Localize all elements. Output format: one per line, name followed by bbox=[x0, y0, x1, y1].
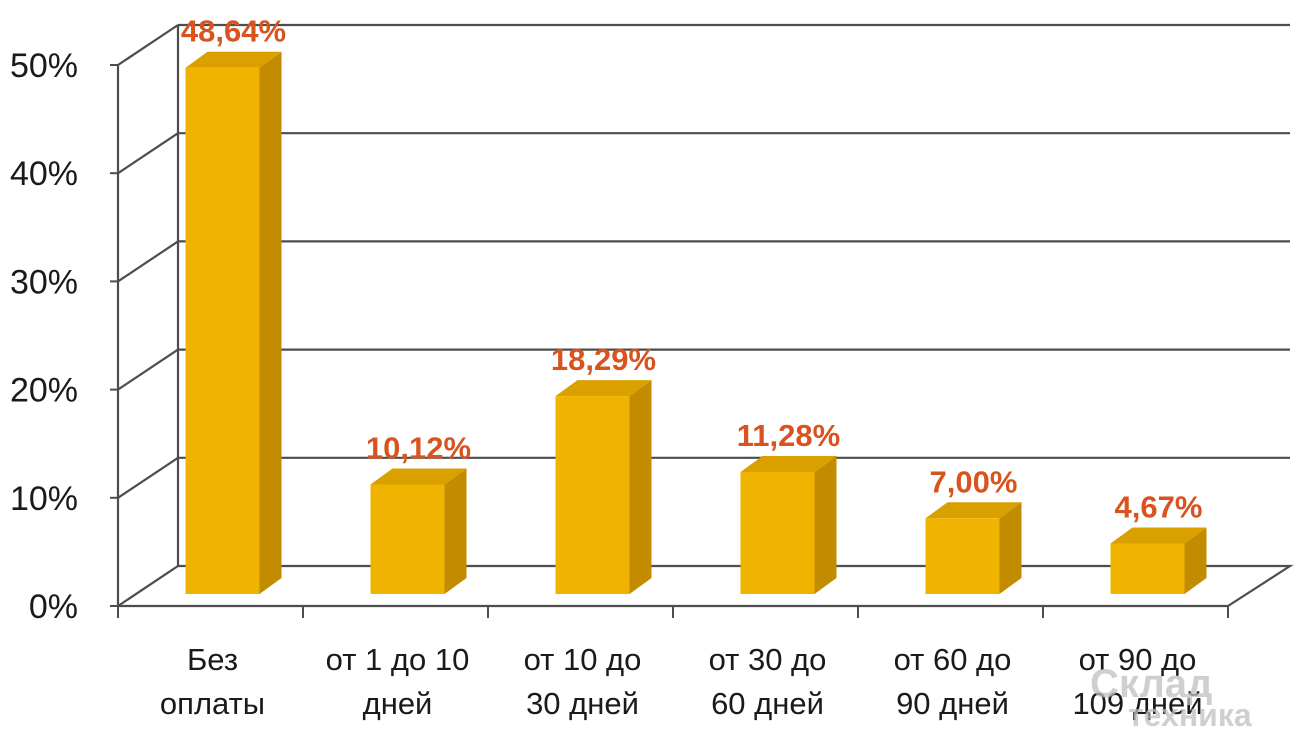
data-label: 18,29% bbox=[551, 342, 656, 377]
floor-back-edges bbox=[117, 564, 1294, 607]
y-tick-label: 40% bbox=[10, 155, 78, 193]
y-tick-label: 50% bbox=[10, 47, 78, 85]
y-tick-label: 20% bbox=[10, 372, 78, 410]
watermark-line2: техника bbox=[1128, 697, 1252, 733]
y-tick-label: 30% bbox=[10, 263, 78, 301]
x-tick-label: дней bbox=[363, 686, 433, 721]
bar-top bbox=[370, 468, 467, 485]
bar-front bbox=[925, 518, 1000, 594]
bar-front bbox=[555, 396, 630, 594]
bar bbox=[740, 455, 837, 594]
gridline-side bbox=[117, 24, 179, 66]
bar bbox=[370, 468, 467, 594]
data-label: 11,28% bbox=[737, 418, 840, 453]
bar-side bbox=[259, 51, 282, 594]
x-tick-label: 109 дней bbox=[1072, 686, 1202, 721]
data-label: 48,64% bbox=[181, 14, 286, 49]
x-tick-label: 90 дней bbox=[896, 686, 1009, 721]
x-tick-label: от 90 до bbox=[1079, 642, 1197, 677]
y-tick-label: 10% bbox=[10, 480, 78, 518]
bars bbox=[185, 51, 1207, 594]
x-tick-label: от 1 до 10 bbox=[326, 642, 470, 677]
y-tick-label: 0% bbox=[29, 588, 78, 626]
bar-top bbox=[185, 51, 282, 68]
x-tick-label: от 10 до bbox=[524, 642, 642, 677]
data-label: 7,00% bbox=[930, 464, 1018, 499]
x-tick-label: 30 дней bbox=[526, 686, 639, 721]
gridlines bbox=[116, 23, 1290, 606]
bar-side bbox=[444, 468, 467, 594]
bar-top bbox=[555, 380, 652, 397]
gridline-side bbox=[117, 348, 179, 391]
x-tick-label: оплаты bbox=[160, 686, 265, 721]
bar-front bbox=[740, 471, 815, 594]
bar-top bbox=[740, 455, 837, 472]
x-tick-label: Без bbox=[187, 642, 238, 677]
gridline-side bbox=[117, 132, 179, 175]
bar-side bbox=[629, 380, 652, 594]
bar-top bbox=[925, 502, 1022, 519]
bar-side bbox=[1184, 527, 1207, 594]
bar-side bbox=[814, 455, 837, 594]
bar bbox=[555, 380, 652, 594]
data-label: 10,12% bbox=[366, 431, 471, 466]
bar-front bbox=[370, 484, 445, 594]
watermark-line1: Склад bbox=[1090, 662, 1212, 706]
x-tick-label: от 60 до bbox=[894, 642, 1012, 677]
bar-front bbox=[185, 67, 260, 594]
gridline-side bbox=[117, 240, 179, 283]
x-tick-label: 60 дней bbox=[711, 686, 824, 721]
bar-side bbox=[999, 502, 1022, 594]
y-axis-ticks: 0% 10% 20% 30% 40% 50% bbox=[10, 47, 118, 626]
x-tick-label: от 30 до bbox=[709, 642, 827, 677]
bar bbox=[925, 502, 1022, 594]
data-label: 4,67% bbox=[1115, 489, 1203, 524]
bar-top bbox=[1110, 527, 1207, 544]
gridline-side bbox=[117, 456, 179, 499]
bar-front bbox=[1110, 543, 1185, 594]
watermark-logo: Склад техника bbox=[1090, 662, 1252, 733]
x-axis-ticks: Без оплаты от 1 до 10 дней от 10 до 30 дней от… bbox=[117, 606, 1229, 721]
bar bbox=[1110, 527, 1207, 594]
data-labels: 48,64% 10,12% 18,29% 11,28% 7,00% 4,67% bbox=[181, 14, 1203, 525]
bar bbox=[185, 51, 282, 594]
